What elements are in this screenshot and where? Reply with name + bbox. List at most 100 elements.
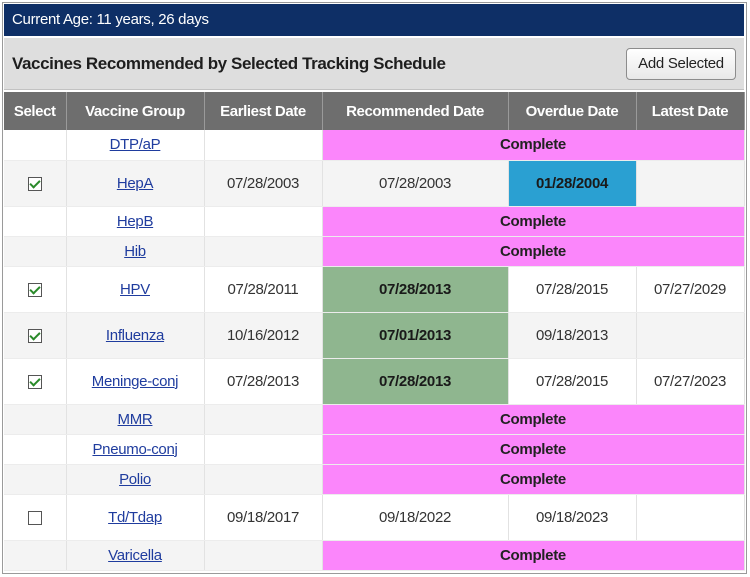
earliest-date-cell [204,236,323,267]
table-row: Pneumo-conj Complete [4,434,745,465]
table-row: HepA 07/28/2003 07/28/2003 01/28/2004 [4,160,745,207]
earliest-date-cell: 10/16/2012 [204,312,323,359]
current-age-bar: Current Age: 11 years, 26 days [4,4,744,36]
latest-date-cell [636,160,745,207]
select-cell [4,434,67,465]
table-row: HPV 07/28/2011 07/28/2013 07/28/2015 07/27/2… [4,266,745,313]
column-header-recommended-date: Recommended Date [322,92,509,130]
recommended-date-cell: 07/28/2013 [322,266,509,313]
status-complete: Complete [322,404,745,435]
vaccine-group-cell: Td/Tdap [66,494,205,541]
earliest-date-cell [204,130,323,161]
select-cell [4,266,67,313]
select-cell [4,358,67,405]
table-row: Influenza 10/16/2012 07/01/2013 09/18/2013 [4,312,745,359]
current-age-text: Current Age: 11 years, 26 days [12,11,209,28]
schedule-header: Vaccines Recommended by Selected Trackin… [4,38,744,90]
recommended-date-cell: 09/18/2022 [322,494,509,541]
vaccine-group-link[interactable]: HPV [120,280,150,298]
select-cell [4,236,67,267]
table-row: Varicella Complete [4,540,745,571]
column-header-latest-date: Latest Date [636,92,745,130]
select-checkbox[interactable] [27,510,42,525]
vaccine-group-cell: DTP/aP [66,130,205,161]
earliest-date-cell: 07/28/2003 [204,160,323,207]
latest-date-cell [636,312,745,359]
vaccine-group-link[interactable]: Polio [119,470,151,488]
vaccine-group-cell: HepA [66,160,205,207]
status-complete: Complete [322,206,745,237]
select-cell [4,312,67,359]
latest-date-cell: 07/27/2023 [636,358,745,405]
table-row: HepB Complete [4,206,745,237]
column-header-earliest-date: Earliest Date [204,92,323,130]
latest-date-cell: 07/27/2029 [636,266,745,313]
earliest-date-cell [204,206,323,237]
column-header-overdue-date: Overdue Date [508,92,637,130]
select-cell [4,130,67,161]
earliest-date-cell: 07/28/2011 [204,266,323,313]
vaccine-group-cell: Meninge-conj [66,358,205,405]
vaccine-group-link[interactable]: Meninge-conj [91,372,179,390]
earliest-date-cell: 07/28/2013 [204,358,323,405]
select-checkbox[interactable] [27,176,42,191]
recommended-date-cell: 07/28/2013 [322,358,509,405]
vaccine-group-cell: MMR [66,404,205,435]
earliest-date-cell [204,404,323,435]
vaccine-group-link[interactable]: Varicella [108,546,162,564]
table-row: MMR Complete [4,404,745,435]
select-cell [4,494,67,541]
column-header-select: Select [4,92,67,130]
select-cell [4,404,67,435]
vaccine-group-cell: HepB [66,206,205,237]
vaccine-group-cell: Polio [66,464,205,495]
earliest-date-cell: 09/18/2017 [204,494,323,541]
recommended-date-cell: 07/28/2003 [322,160,509,207]
vaccine-group-cell: Influenza [66,312,205,359]
vaccine-group-link[interactable]: MMR [117,410,153,428]
select-checkbox[interactable] [27,374,42,389]
vaccine-table: Select Vaccine Group Earliest Date Recom… [4,92,745,571]
overdue-date-cell: 09/18/2023 [508,494,637,541]
vaccine-group-link[interactable]: HepA [116,174,154,192]
overdue-date-cell: 07/28/2015 [508,266,637,313]
status-complete: Complete [322,236,745,267]
earliest-date-cell [204,464,323,495]
vaccine-group-cell: Varicella [66,540,205,571]
overdue-date-cell: 01/28/2004 [508,160,637,207]
select-cell [4,206,67,237]
overdue-date-cell: 09/18/2013 [508,312,637,359]
vaccine-group-cell: Hib [66,236,205,267]
status-complete: Complete [322,130,745,161]
vaccine-group-link[interactable]: Pneumo-conj [92,440,178,458]
vaccine-group-cell: Pneumo-conj [66,434,205,465]
vaccine-group-cell: HPV [66,266,205,313]
vaccine-group-link[interactable]: Td/Tdap [108,508,162,526]
status-complete: Complete [322,464,745,495]
select-checkbox[interactable] [27,328,42,343]
vaccine-group-link[interactable]: DTP/aP [109,136,161,154]
table-row: DTP/aP Complete [4,130,745,161]
recommended-date-cell: 07/01/2013 [322,312,509,359]
vaccine-table-body: DTP/aP Complete HepA 07/28/2003 07/28/2003 01… [4,130,745,571]
column-header-vaccine-group: Vaccine Group [66,92,205,130]
select-checkbox[interactable] [27,282,42,297]
select-cell [4,540,67,571]
table-row: Hib Complete [4,236,745,267]
vaccine-group-link[interactable]: Hib [124,242,146,260]
status-complete: Complete [322,434,745,465]
earliest-date-cell [204,540,323,571]
table-header-row: Select Vaccine Group Earliest Date Recom… [4,92,745,130]
add-selected-button[interactable]: Add Selected [626,48,736,80]
table-row: Td/Tdap 09/18/2017 09/18/2022 09/18/2023 [4,494,745,541]
vaccine-group-link[interactable]: HepB [116,212,154,230]
earliest-date-cell [204,434,323,465]
vaccine-group-link[interactable]: Influenza [105,326,165,344]
select-cell [4,464,67,495]
latest-date-cell [636,494,745,541]
table-row: Polio Complete [4,464,745,495]
table-row: Meninge-conj 07/28/2013 07/28/2013 07/28/20… [4,358,745,405]
overdue-date-cell: 07/28/2015 [508,358,637,405]
schedule-title: Vaccines Recommended by Selected Trackin… [12,54,446,73]
status-complete: Complete [322,540,745,571]
